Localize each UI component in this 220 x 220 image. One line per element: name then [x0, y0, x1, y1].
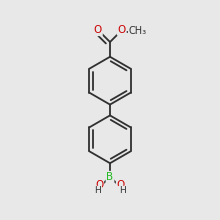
Text: CH₃: CH₃: [129, 26, 147, 36]
Text: H: H: [119, 187, 125, 196]
Text: B: B: [106, 172, 114, 182]
Text: O: O: [118, 25, 126, 35]
Text: O: O: [94, 25, 102, 35]
Text: H: H: [95, 187, 101, 196]
Text: O: O: [117, 180, 125, 190]
Text: O: O: [95, 180, 103, 190]
